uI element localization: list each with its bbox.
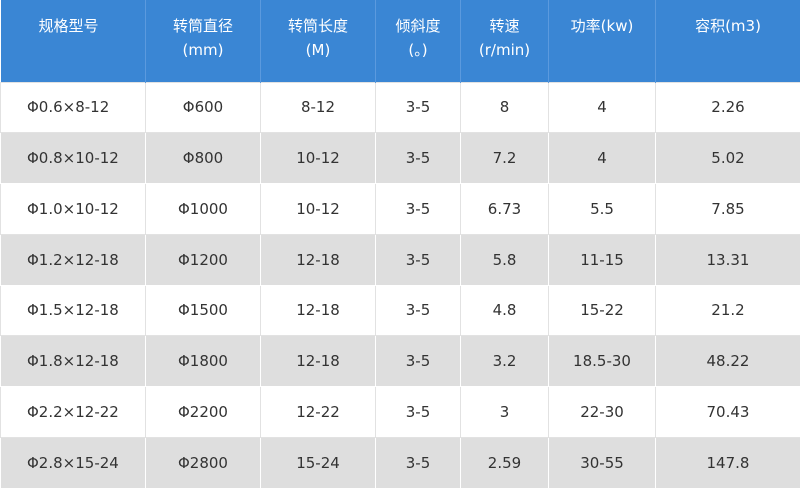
table-cell: Φ600 [146,82,261,133]
header-row: 规格型号转筒直径(mm)转筒长度(M)倾斜度(。)转速(r/min)功率(kw)… [1,0,800,82]
table-cell: 12-22 [261,387,376,438]
header-cell: 容积(m3) [656,0,800,82]
table-cell: 5.5 [549,184,656,235]
table-cell: 7.85 [656,184,800,235]
table-cell: Φ1.8×12-18 [1,336,146,387]
table-cell: 22-30 [549,387,656,438]
table-cell: 2.26 [656,82,800,133]
table-cell: 5.8 [461,234,549,285]
header-cell: 规格型号 [1,0,146,82]
table-cell: 3-5 [376,387,461,438]
table-cell: Φ1.0×10-12 [1,184,146,235]
table-cell: 4.8 [461,285,549,336]
table-cell: 5.02 [656,133,800,184]
header-text: 转速 [461,14,548,38]
table-cell: 3-5 [376,133,461,184]
table-cell: Φ1500 [146,285,261,336]
table-cell: 3-5 [376,336,461,387]
table-cell: Φ0.6×8-12 [1,82,146,133]
table-cell: 12-18 [261,336,376,387]
table-cell: 6.73 [461,184,549,235]
table-cell: Φ1.5×12-18 [1,285,146,336]
table-cell: 147.8 [656,437,800,488]
header-cell: 倾斜度(。) [376,0,461,82]
table-cell: 4 [549,133,656,184]
table-cell: 48.22 [656,336,800,387]
table-cell: 11-15 [549,234,656,285]
table-cell: 7.2 [461,133,549,184]
table-cell: Φ1.2×12-18 [1,234,146,285]
table-cell: Φ2.2×12-22 [1,387,146,438]
table-cell: Φ2200 [146,387,261,438]
table-cell: Φ800 [146,133,261,184]
table-cell: 3 [461,387,549,438]
header-text: 转筒长度 [261,14,375,38]
header-text: 功率(kw) [549,14,655,38]
table-cell: Φ2.8×15-24 [1,437,146,488]
table-cell: 3.2 [461,336,549,387]
table-cell: 10-12 [261,184,376,235]
header-cell: 转筒直径(mm) [146,0,261,82]
header-text: (mm) [146,38,260,62]
header-cell: 转速(r/min) [461,0,549,82]
header-cell: 转筒长度(M) [261,0,376,82]
table-cell: 15-24 [261,437,376,488]
table-cell: 3-5 [376,82,461,133]
table-cell: 15-22 [549,285,656,336]
table-cell: 3-5 [376,437,461,488]
table-cell: 30-55 [549,437,656,488]
table-cell: Φ1000 [146,184,261,235]
table-cell: Φ1800 [146,336,261,387]
header-text: (M) [261,38,375,62]
header-text: 转筒直径 [146,14,260,38]
header-text: 规格型号 [39,14,146,38]
table-cell: 2.59 [461,437,549,488]
table-cell: 3-5 [376,184,461,235]
table-cell: 13.31 [656,234,800,285]
table-cell: Φ1200 [146,234,261,285]
header-text: (r/min) [461,38,548,62]
table-cell: 21.2 [656,285,800,336]
header-text: (。) [376,38,460,62]
table-cell: 12-18 [261,285,376,336]
table-cell: 18.5-30 [549,336,656,387]
header-cell: 功率(kw) [549,0,656,82]
table-cell: 70.43 [656,387,800,438]
table-cell: Φ0.8×10-12 [1,133,146,184]
header-text: 倾斜度 [376,14,460,38]
table-cell: 8-12 [261,82,376,133]
header-text: 容积(m3) [656,14,800,38]
table-cell: 4 [549,82,656,133]
table-cell: 3-5 [376,285,461,336]
table-cell: Φ2800 [146,437,261,488]
table-cell: 10-12 [261,133,376,184]
table-cell: 8 [461,82,549,133]
table-cell: 3-5 [376,234,461,285]
table-cell: 12-18 [261,234,376,285]
